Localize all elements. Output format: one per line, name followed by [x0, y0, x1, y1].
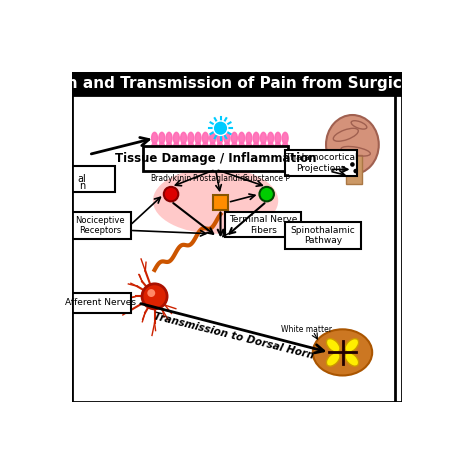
Text: Transmission to Dorsal Horn: Transmission to Dorsal Horn	[153, 311, 315, 361]
Ellipse shape	[181, 142, 187, 154]
Text: Thalamocortical
Projections: Thalamocortical Projections	[285, 153, 357, 173]
Text: al: al	[78, 174, 86, 184]
Text: Bradykinin: Bradykinin	[150, 173, 191, 182]
Ellipse shape	[260, 142, 266, 154]
Ellipse shape	[195, 142, 201, 154]
Ellipse shape	[152, 142, 157, 154]
Circle shape	[259, 187, 274, 201]
Ellipse shape	[253, 132, 259, 144]
FancyBboxPatch shape	[69, 212, 131, 238]
Ellipse shape	[153, 168, 278, 234]
Ellipse shape	[217, 132, 223, 144]
Ellipse shape	[246, 132, 252, 144]
Circle shape	[142, 284, 167, 309]
Ellipse shape	[253, 142, 259, 154]
FancyBboxPatch shape	[346, 155, 362, 184]
Ellipse shape	[282, 132, 288, 144]
Ellipse shape	[159, 132, 165, 144]
FancyBboxPatch shape	[285, 222, 361, 248]
Ellipse shape	[202, 132, 208, 144]
FancyBboxPatch shape	[69, 166, 115, 192]
FancyBboxPatch shape	[226, 212, 301, 237]
Ellipse shape	[231, 142, 237, 154]
Ellipse shape	[345, 338, 359, 352]
Ellipse shape	[188, 132, 194, 144]
Ellipse shape	[238, 142, 245, 154]
FancyBboxPatch shape	[213, 195, 228, 210]
FancyBboxPatch shape	[69, 293, 131, 313]
Ellipse shape	[327, 353, 340, 366]
Ellipse shape	[173, 142, 179, 154]
Ellipse shape	[210, 142, 216, 154]
Ellipse shape	[313, 329, 372, 375]
Ellipse shape	[327, 338, 340, 352]
Ellipse shape	[188, 142, 194, 154]
Circle shape	[164, 187, 178, 201]
Ellipse shape	[210, 132, 216, 144]
Ellipse shape	[268, 142, 273, 154]
Text: White matter: White matter	[281, 325, 332, 334]
Text: Afferent Nerves: Afferent Nerves	[64, 299, 136, 308]
Circle shape	[213, 121, 228, 136]
Ellipse shape	[224, 142, 230, 154]
Text: Terminal Nerve
Fibers: Terminal Nerve Fibers	[229, 215, 298, 235]
Ellipse shape	[260, 132, 266, 144]
Ellipse shape	[246, 142, 252, 154]
Text: n: n	[79, 181, 85, 191]
Ellipse shape	[181, 132, 187, 144]
Ellipse shape	[231, 132, 237, 144]
Ellipse shape	[195, 132, 201, 144]
Ellipse shape	[326, 115, 379, 174]
Text: Substance P: Substance P	[243, 173, 290, 182]
Ellipse shape	[152, 132, 157, 144]
Circle shape	[147, 289, 155, 297]
Ellipse shape	[159, 142, 165, 154]
FancyBboxPatch shape	[72, 72, 402, 95]
Ellipse shape	[166, 132, 172, 144]
Text: Tissue Damage / Inflammation: Tissue Damage / Inflammation	[115, 152, 316, 165]
Ellipse shape	[275, 142, 281, 154]
Ellipse shape	[202, 142, 208, 154]
Text: Mechanism and Transmission of Pain from Surgical Procedu: Mechanism and Transmission of Pain from …	[0, 76, 474, 91]
Ellipse shape	[268, 132, 273, 144]
Text: Spinothalamic
Pathway: Spinothalamic Pathway	[291, 226, 355, 245]
Ellipse shape	[282, 142, 288, 154]
FancyBboxPatch shape	[143, 146, 288, 171]
Ellipse shape	[217, 142, 223, 154]
FancyBboxPatch shape	[285, 150, 357, 176]
Text: Prostaglandins: Prostaglandins	[192, 173, 249, 182]
Ellipse shape	[224, 132, 230, 144]
Ellipse shape	[275, 132, 281, 144]
Ellipse shape	[166, 142, 172, 154]
Ellipse shape	[173, 132, 179, 144]
Text: Nociceptive
Receptors: Nociceptive Receptors	[75, 216, 125, 235]
Circle shape	[350, 162, 355, 167]
Ellipse shape	[345, 353, 359, 366]
Ellipse shape	[238, 132, 245, 144]
Circle shape	[354, 169, 358, 173]
